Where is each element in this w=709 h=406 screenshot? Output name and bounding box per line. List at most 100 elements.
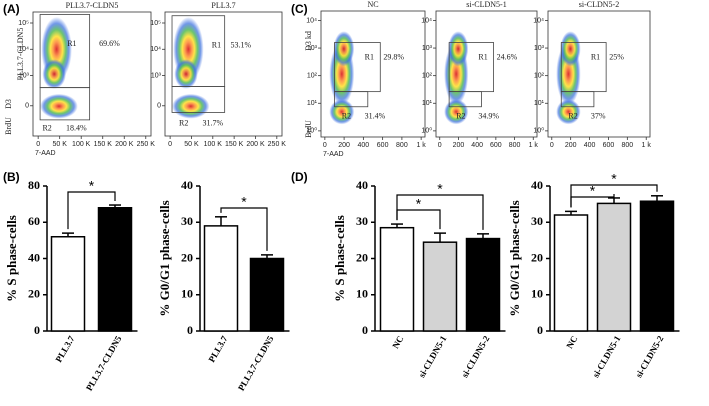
significance-bracket <box>220 207 268 251</box>
y-tick-label: 10² <box>307 73 318 80</box>
y-tick-label: 40 <box>28 250 40 264</box>
gate-percent: 25% <box>609 52 624 61</box>
x-tick-label: 50 K <box>52 141 67 148</box>
gate-label: R2 <box>568 112 577 121</box>
density-cloud <box>556 99 581 125</box>
density-cloud <box>174 59 198 89</box>
gate-label: R1 <box>591 52 600 61</box>
error-bar <box>434 232 446 243</box>
gate-percent: 31.7% <box>202 118 223 127</box>
x-tick-label: 0 <box>36 141 40 148</box>
density-cloud <box>172 93 210 119</box>
x-tick-label: 150 K <box>94 141 113 148</box>
error-bar <box>391 223 403 228</box>
gate-percent: 18.4% <box>66 123 87 132</box>
y-tick-label: 10³ <box>422 45 433 52</box>
x-tick-label: 100 K <box>72 141 91 148</box>
plot-frame <box>164 11 283 137</box>
x-tick-label: 150 K <box>225 141 244 148</box>
y-tick-label: 10¹ <box>307 100 318 107</box>
gate-label: R1 <box>67 39 76 48</box>
x-tick-label: 0 <box>550 142 554 149</box>
y-axis-label: BrdU <box>4 117 13 135</box>
x-tick-label: 400 <box>471 142 483 149</box>
x-tick-label: 50 K <box>184 141 199 148</box>
panel-label: (D) <box>291 170 308 184</box>
gate-label: R2 <box>179 118 188 127</box>
plot-title: PLL3.7 <box>211 1 235 10</box>
x-tick-label: 200 K <box>115 141 134 148</box>
x-axis-label: 7-AAD <box>35 150 56 157</box>
gate <box>448 91 482 108</box>
y-tick-label: 10⁴ <box>18 46 29 53</box>
y-tick-label: 30 <box>356 214 368 228</box>
density-cloud <box>40 93 78 119</box>
x-tick-label: 800 <box>509 142 521 149</box>
y-tick-label: 10 <box>356 287 368 301</box>
x-tick-label: 200 <box>565 142 577 149</box>
error-bar <box>261 254 273 259</box>
y-tick-label: 10¹ <box>422 100 433 107</box>
y-tick-label: 0 <box>25 103 29 110</box>
y-tick-label: 0 <box>187 323 193 337</box>
significance-label: * <box>89 178 95 194</box>
significance-bracket <box>570 184 658 208</box>
y-tick-label: 10² <box>534 73 545 80</box>
plot-title: NC <box>367 0 378 9</box>
y-tick-label: 10 <box>181 287 193 301</box>
y-tick-label: 40 <box>181 178 193 192</box>
y-tick-label: 0 <box>34 323 40 337</box>
y-tick-label: 10⁵ <box>18 20 29 27</box>
y-tick-label: 0 <box>537 323 543 337</box>
x-axis-label: 7-AAD <box>323 151 344 158</box>
x-tick-label: 400 <box>584 142 596 149</box>
x-tick-label: 0 <box>323 142 327 149</box>
x-tick-label: si-CLDN5-2 <box>634 334 666 380</box>
error-bar <box>477 233 489 239</box>
density-cloud <box>560 31 581 67</box>
x-tick-label: si-CLDN5-2 <box>460 334 492 380</box>
significance-bracket <box>396 194 484 230</box>
bar <box>639 200 675 332</box>
error-bar <box>215 216 227 226</box>
plot-frame <box>320 10 426 138</box>
x-tick-label: 250 K <box>268 141 287 148</box>
x-tick-label: 800 <box>621 142 633 149</box>
plot-frame <box>547 10 651 138</box>
x-tick-label: NC <box>390 334 405 350</box>
y-tick-label: 30 <box>181 214 193 228</box>
density-cloud <box>448 31 469 67</box>
y-axis-label: % G0/G1 phase-cells <box>157 200 172 316</box>
gate-label: R1 <box>212 40 221 49</box>
x-tick-label: NC <box>564 334 579 350</box>
y-tick-label: 10³ <box>19 72 30 79</box>
plot-frame <box>435 10 538 138</box>
significance-label: * <box>241 194 247 210</box>
y-tick-label: 0 <box>157 103 161 110</box>
y-tick-label: 0 <box>362 323 368 337</box>
y-axis-label: % S phase-cells <box>332 215 347 302</box>
significance-label: * <box>437 181 443 197</box>
y-tick-label: 10⁰ <box>306 127 317 135</box>
y-tick-label: 10⁰ <box>421 127 432 135</box>
gate-percent: 53.1% <box>231 40 252 49</box>
y-tick-label: 40 <box>356 178 368 192</box>
y-tick-label: 10³ <box>307 45 318 52</box>
x-tick-label: PLL3.7-CLDN5 <box>236 334 276 393</box>
y-tick-label: 20 <box>28 287 40 301</box>
bar <box>50 236 86 332</box>
significance-bracket <box>396 209 441 230</box>
density-cloud <box>444 99 469 125</box>
gate <box>39 87 91 121</box>
y-tick-label: 10² <box>422 73 433 80</box>
x-tick-label: 1 k <box>529 142 539 149</box>
gate <box>560 91 595 108</box>
bar <box>249 257 285 332</box>
gate-label: R2 <box>42 123 51 132</box>
y-tick-label: 10⁵ <box>150 20 161 27</box>
x-tick-label: si-CLDN5-1 <box>417 334 449 380</box>
error-bar <box>62 232 74 237</box>
error-bar <box>109 204 121 208</box>
